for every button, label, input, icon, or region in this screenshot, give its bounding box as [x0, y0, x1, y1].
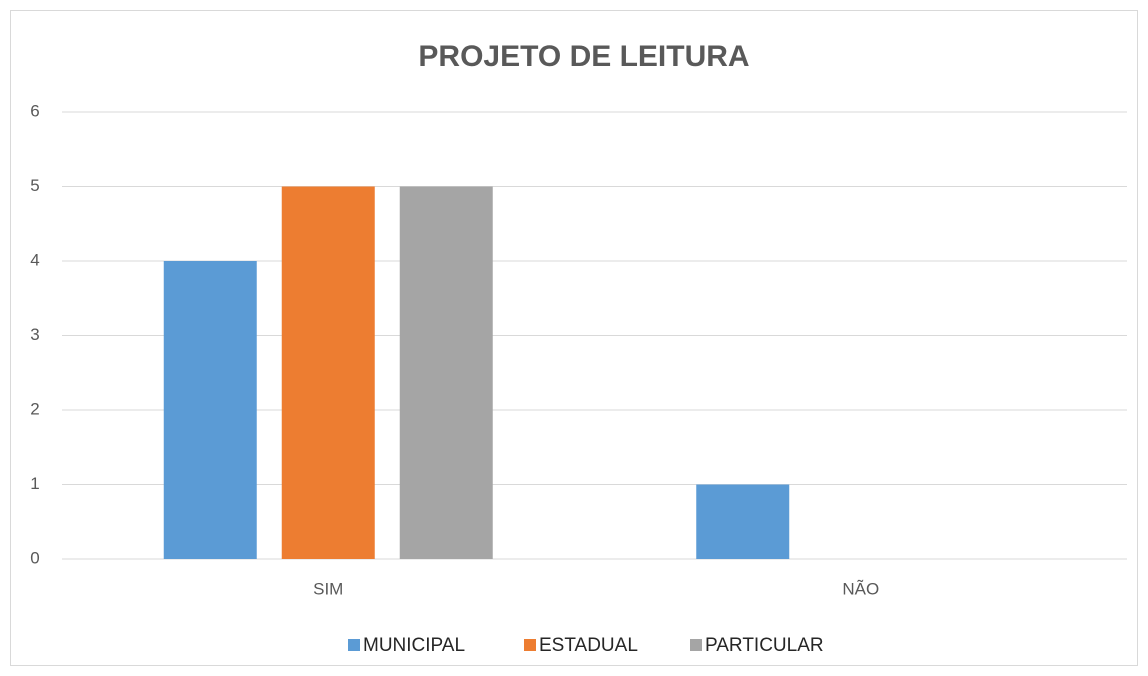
- legend-swatch: [524, 639, 536, 651]
- y-tick-label: 3: [30, 325, 39, 344]
- legend-label: PARTICULAR: [705, 635, 824, 656]
- legend-swatch: [690, 639, 702, 651]
- bar: [163, 261, 257, 559]
- chart-title: PROJETO DE LEITURA: [418, 40, 749, 73]
- y-tick-label: 1: [30, 474, 39, 493]
- y-tick-label: 6: [30, 101, 39, 120]
- legend-swatch: [348, 639, 360, 651]
- legend-label: MUNICIPAL: [363, 635, 465, 656]
- y-tick-label: 5: [30, 176, 39, 195]
- x-tick-label: SIM: [313, 579, 343, 598]
- y-tick-label: 0: [30, 548, 39, 567]
- y-tick-label: 4: [30, 250, 39, 269]
- bar: [399, 186, 493, 559]
- x-tick-label: NÃO: [842, 579, 879, 598]
- y-tick-label: 2: [30, 399, 39, 418]
- legend-label: ESTADUAL: [539, 635, 638, 656]
- bar: [696, 484, 790, 559]
- bar: [281, 186, 375, 559]
